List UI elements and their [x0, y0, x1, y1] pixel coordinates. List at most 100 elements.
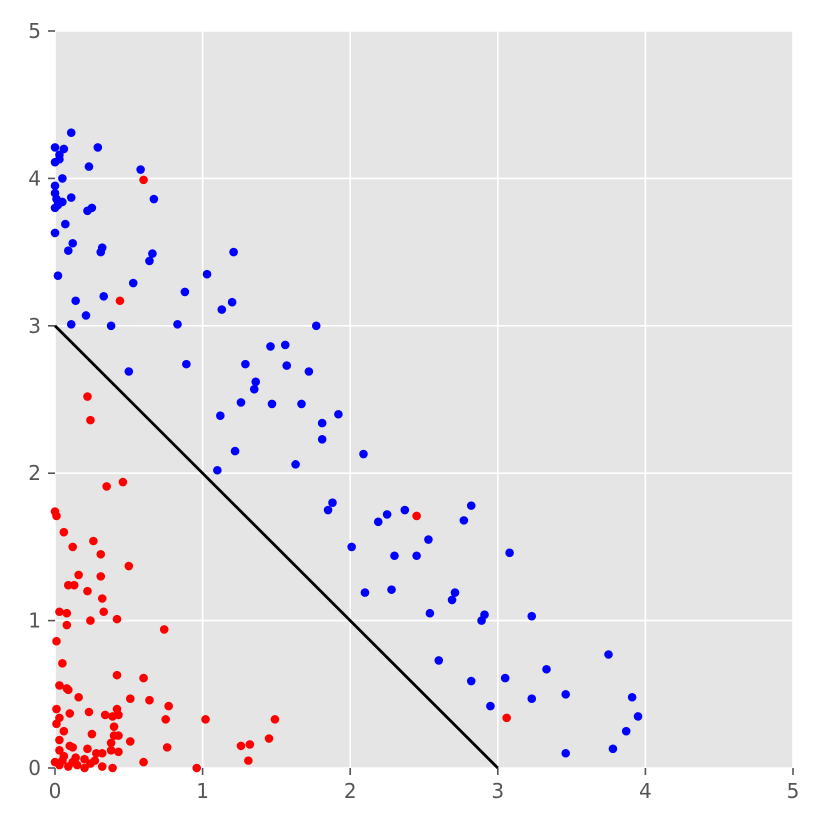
data-point-series-1	[52, 511, 61, 521]
data-point-series-0	[267, 399, 277, 409]
data-point-series-0	[148, 249, 157, 258]
data-point-series-1	[114, 747, 123, 757]
data-point-series-0	[390, 551, 399, 561]
data-point-series-0	[328, 498, 337, 507]
data-point-series-1	[72, 760, 82, 770]
data-point-series-1	[86, 759, 95, 768]
data-point-series-0	[459, 516, 469, 525]
data-point-series-0	[561, 690, 570, 699]
data-point-series-0	[136, 165, 145, 174]
data-point-series-1	[59, 726, 69, 736]
data-point-series-1	[55, 681, 64, 690]
data-point-series-1	[63, 580, 73, 590]
data-point-series-0	[387, 585, 396, 594]
data-point-series-1	[108, 763, 117, 773]
data-point-series-0	[81, 311, 91, 320]
data-point-series-1	[162, 743, 172, 752]
data-point-series-0	[373, 517, 383, 527]
data-point-series-1	[114, 710, 123, 720]
decision-boundary-line	[54, 324, 499, 769]
data-point-series-1	[112, 670, 122, 680]
data-point-series-0	[50, 181, 60, 191]
plot-background	[55, 31, 793, 768]
data-point-series-1	[106, 738, 116, 748]
data-point-series-1	[89, 536, 98, 546]
data-point-series-0	[182, 359, 191, 369]
data-point-series-0	[604, 650, 613, 659]
data-point-series-0	[236, 398, 246, 407]
data-point-series-0	[202, 269, 212, 279]
y-tick-label: 4	[28, 166, 41, 190]
data-point-series-0	[68, 238, 78, 248]
data-point-series-1	[96, 572, 106, 581]
data-point-series-1	[245, 740, 255, 749]
data-point-series-1	[100, 710, 110, 720]
data-point-series-1	[55, 746, 64, 755]
x-tick-label: 0	[49, 779, 62, 803]
data-point-series-1	[112, 614, 122, 624]
y-tick-label: 5	[28, 19, 41, 43]
data-point-series-1	[139, 175, 148, 185]
data-point-series-1	[74, 570, 83, 580]
y-tick-label: 0	[28, 756, 41, 780]
data-points	[50, 128, 643, 773]
data-point-series-0	[561, 748, 570, 758]
data-point-series-1	[106, 746, 116, 755]
data-point-series-0	[180, 287, 190, 297]
data-point-series-0	[128, 278, 138, 288]
data-point-series-1	[52, 636, 61, 646]
data-point-series-0	[58, 174, 67, 183]
data-point-series-0	[59, 144, 69, 154]
data-point-series-0	[434, 656, 444, 665]
x-tick-label: 2	[344, 779, 357, 803]
data-point-series-0	[145, 256, 154, 266]
data-point-series-0	[424, 535, 433, 544]
data-point-series-0	[266, 342, 275, 351]
boundary-lines	[54, 324, 499, 769]
data-point-series-1	[192, 763, 201, 773]
data-point-series-0	[66, 128, 76, 138]
data-point-series-1	[63, 762, 73, 771]
data-point-series-1	[114, 731, 123, 740]
data-point-series-1	[109, 722, 119, 732]
data-point-series-1	[80, 763, 89, 773]
data-point-series-0	[360, 588, 370, 597]
x-tick-label: 4	[639, 779, 652, 803]
data-point-series-0	[50, 157, 60, 167]
data-point-series-0	[505, 548, 514, 558]
data-point-series-0	[359, 449, 368, 459]
data-point-series-1	[69, 580, 79, 590]
data-point-series-1	[65, 709, 75, 718]
data-point-series-1	[115, 296, 125, 306]
data-point-series-0	[347, 542, 356, 552]
data-point-series-0	[249, 384, 259, 394]
data-point-series-1	[270, 715, 280, 724]
data-point-series-0	[230, 446, 240, 456]
data-point-series-1	[99, 607, 109, 617]
data-point-series-1	[58, 659, 67, 668]
data-point-series-1	[97, 748, 107, 758]
data-point-series-0	[280, 340, 290, 350]
x-tick-label: 3	[491, 779, 504, 803]
data-point-series-0	[50, 143, 60, 152]
data-point-series-0	[621, 726, 631, 736]
data-point-series-1	[68, 743, 78, 752]
data-point-series-0	[297, 399, 306, 409]
data-point-series-0	[50, 228, 60, 238]
data-point-series-1	[68, 542, 78, 552]
data-point-series-0	[149, 194, 159, 204]
data-point-series-1	[83, 392, 92, 401]
axis-ticks	[48, 30, 794, 775]
data-point-series-0	[241, 359, 250, 369]
data-point-series-1	[96, 549, 106, 559]
data-point-series-0	[96, 247, 106, 257]
data-point-series-1	[97, 594, 107, 603]
data-point-series-1	[92, 748, 101, 758]
data-point-series-0	[124, 367, 134, 376]
data-point-series-1	[86, 616, 95, 625]
data-point-series-1	[59, 527, 69, 537]
data-point-series-0	[83, 206, 92, 216]
data-point-series-1	[125, 694, 135, 704]
data-point-series-0	[412, 551, 421, 561]
data-point-series-0	[213, 465, 222, 475]
